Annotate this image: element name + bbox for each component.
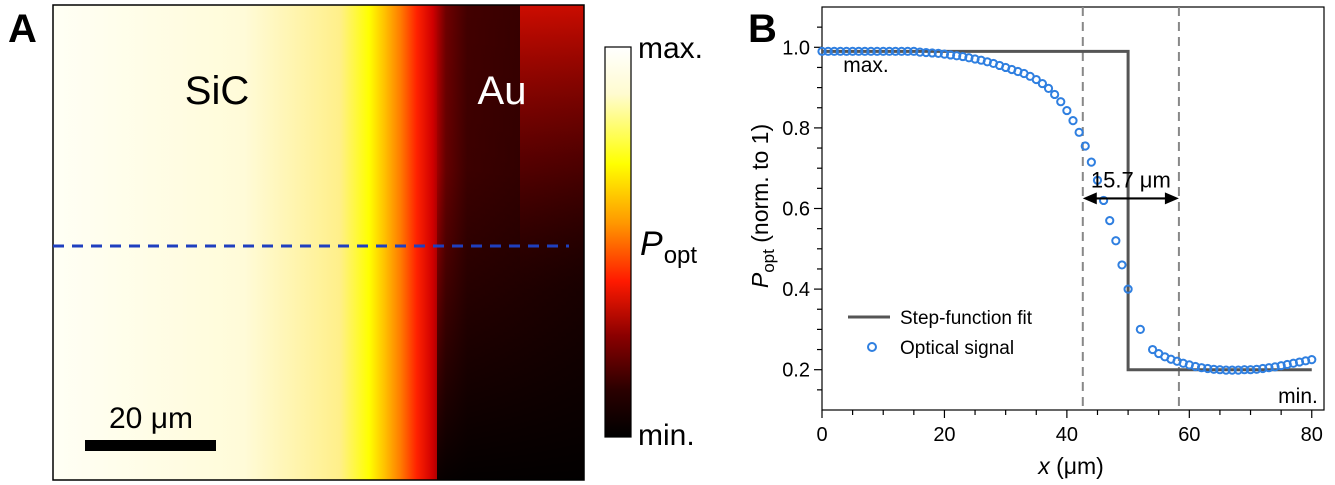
colorbar: max. min. Popt xyxy=(604,32,703,452)
optical-signal-point xyxy=(927,48,937,58)
optical-signal-point xyxy=(848,46,858,56)
optical-signal-point xyxy=(909,46,919,56)
optical-signal-point xyxy=(1062,105,1072,116)
optical-signal-point xyxy=(1239,365,1250,375)
optical-signal-point xyxy=(933,48,943,58)
y-tick-label: 0.2 xyxy=(782,360,810,382)
optical-signal-point xyxy=(1252,364,1262,374)
x-tick-label: 40 xyxy=(1056,424,1078,446)
legend-optical-label: Optical signal xyxy=(900,338,1014,359)
optical-signal-point xyxy=(921,47,931,58)
panel-a: A SiC Au 20 μm max. min. Popt xyxy=(8,4,703,481)
optical-signal-point xyxy=(1117,260,1127,270)
colorbar-title: Popt xyxy=(640,225,697,269)
optical-signal-point xyxy=(1068,116,1078,126)
optical-signal-point xyxy=(860,46,870,56)
panel-b-label: B xyxy=(748,7,777,51)
optical-signal-point xyxy=(1080,141,1090,151)
optical-signal-point xyxy=(896,46,907,56)
map-edge-glow xyxy=(520,5,584,480)
optical-signal-point xyxy=(1099,195,1109,206)
optical-signal-point xyxy=(1092,175,1103,185)
optical-signal-point xyxy=(1209,364,1219,374)
optical-signal-point xyxy=(841,46,852,56)
y-tick-label: 0.8 xyxy=(782,118,810,140)
legend-step-label: Step-function fit xyxy=(900,308,1033,329)
optical-signal-point xyxy=(1105,215,1115,226)
optical-signal-point xyxy=(1111,236,1121,246)
x-tick-label: 60 xyxy=(1178,424,1200,446)
x-tick-label: 20 xyxy=(933,424,955,446)
optical-signal-point xyxy=(1307,355,1317,365)
x-axis-title: x (μm) xyxy=(1037,453,1104,479)
optical-signal-point xyxy=(1043,83,1054,94)
optical-signal-point xyxy=(915,47,925,57)
width-label: 15.7 μm xyxy=(1091,167,1171,192)
y-tick-label: 1.0 xyxy=(782,37,810,59)
optical-signal-point xyxy=(1196,363,1207,373)
optical-signal-point xyxy=(1203,363,1213,374)
colorbar-min-label: min. xyxy=(638,419,695,452)
optical-signal-point xyxy=(878,46,888,56)
optical-signal-point xyxy=(823,46,833,56)
optical-signal-point xyxy=(1245,365,1256,375)
scale-bar-rect xyxy=(85,440,216,451)
optical-signal-point xyxy=(829,46,839,56)
legend-optical-marker xyxy=(867,342,877,352)
optical-signal-point xyxy=(835,46,845,56)
optical-signal-point xyxy=(1056,97,1066,107)
optical-signal-point xyxy=(1135,324,1145,334)
optical-signal-point xyxy=(890,46,901,56)
optical-signal-point xyxy=(1123,284,1133,294)
optical-signal-point xyxy=(1050,89,1060,100)
optical-signal-point xyxy=(1147,344,1158,355)
annotation-min: min. xyxy=(1278,385,1318,408)
width-arrow-head-left xyxy=(1082,192,1097,205)
optical-signal-point xyxy=(952,51,962,61)
scale-bar: 20 μm xyxy=(85,402,216,451)
plot-frame xyxy=(821,6,1325,411)
optical-signal-point xyxy=(939,49,950,59)
optical-signal-point xyxy=(903,46,913,56)
plot-area: 0 20 40 60 80 0.2 0.4 0.6 0.8 1.0 xyxy=(782,6,1325,446)
width-annotation: 15.7 μm xyxy=(1082,167,1179,205)
y-tick-label: 0.6 xyxy=(782,199,810,221)
optical-signal-point xyxy=(1258,363,1268,374)
width-arrow-head-right xyxy=(1164,192,1179,205)
legend: Step-function fit Optical signal xyxy=(848,308,1033,359)
optical-signal-point xyxy=(1233,365,1243,375)
optical-signal-point xyxy=(1264,363,1274,373)
optical-signal-point xyxy=(1086,157,1096,167)
optical-map xyxy=(52,4,585,481)
panel-a-label: A xyxy=(8,7,37,51)
optical-signal-point xyxy=(1074,127,1084,137)
optical-signal-point xyxy=(1227,365,1237,375)
optical-signal-point xyxy=(1037,78,1047,89)
x-tick-label: 80 xyxy=(1301,424,1323,446)
optical-signal-point xyxy=(817,46,827,56)
optical-signal-point xyxy=(872,46,882,56)
optical-signal-point xyxy=(1221,365,1231,375)
scale-bar-label: 20 μm xyxy=(109,402,193,435)
step-function-line xyxy=(822,49,1312,372)
material-label-sic: SiC xyxy=(185,69,249,113)
optical-signal-point xyxy=(945,50,956,60)
y-tick-label: 0.4 xyxy=(782,279,810,301)
optical-signal-point xyxy=(854,46,864,56)
colorbar-max-label: max. xyxy=(638,32,703,65)
y-axis-title: Popt (norm. to 1) xyxy=(747,124,778,288)
map-frame xyxy=(52,4,585,481)
colorbar-rect xyxy=(604,46,632,438)
material-label-au: Au xyxy=(478,69,527,113)
optical-signal-point xyxy=(866,46,876,56)
optical-signal-point xyxy=(884,46,894,56)
x-tick-label: 0 xyxy=(816,424,827,446)
optical-signal-point xyxy=(1215,365,1225,375)
annotation-max: max. xyxy=(843,54,889,77)
panel-b: B 0 20 40 60 80 0.2 0.4 0.6 0.8 1.0 max. min. 15.… xyxy=(747,6,1325,479)
optical-signal-point xyxy=(1031,74,1041,85)
